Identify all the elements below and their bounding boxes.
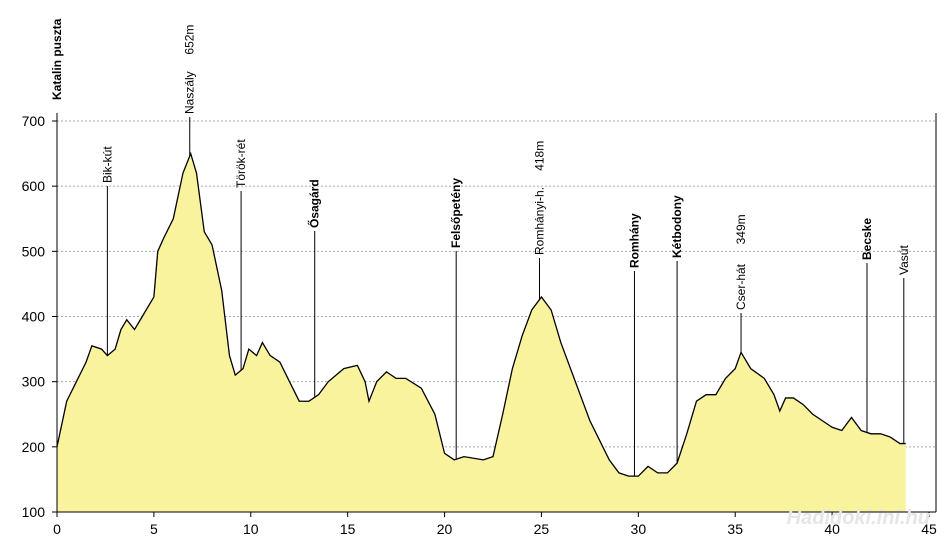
profile-line	[56, 151, 906, 477]
place-label: Cser-hát	[734, 263, 748, 310]
y-tick-label: 100	[22, 504, 46, 520]
y-tick-label: 700	[22, 113, 46, 129]
profile-area	[57, 153, 906, 513]
place-label: Romhányi-h.	[533, 187, 547, 255]
y-tick-label: 500	[22, 243, 46, 259]
place-label: Katalin puszta	[50, 18, 64, 100]
place-label: Felsőpetény	[449, 178, 463, 248]
place-label: Vasút	[897, 245, 911, 275]
x-tick-label: 15	[340, 521, 356, 537]
x-tick-label: 10	[243, 521, 259, 537]
x-tick-label: 30	[631, 521, 647, 537]
place-label: Becske	[860, 218, 874, 260]
place-label: Naszály	[183, 71, 197, 114]
y-tick-label: 300	[22, 374, 46, 390]
x-tick-label: 35	[727, 521, 743, 537]
x-tick-label: 0	[53, 521, 61, 537]
y-tick-label: 200	[22, 439, 46, 455]
place-label: Kétbodony	[670, 195, 684, 258]
x-tick-label: 25	[534, 521, 550, 537]
place-label: Romhány	[627, 213, 641, 268]
height-label: 418m	[533, 141, 547, 171]
watermark: Hadidoki.ini.hu	[787, 507, 930, 529]
y-tick-label: 400	[22, 309, 46, 325]
height-label: 652m	[183, 25, 197, 55]
place-label: Ősagárd	[307, 179, 322, 228]
x-tick-label: 20	[437, 521, 453, 537]
height-label: 349m	[734, 214, 748, 244]
x-tick-label: 5	[150, 521, 158, 537]
y-tick-label: 600	[22, 178, 46, 194]
place-label: Török-rét	[234, 139, 248, 188]
x-tick-label: 40	[824, 521, 840, 537]
x-tick-label: 45	[921, 521, 937, 537]
place-label: Bik-kút	[100, 146, 114, 183]
